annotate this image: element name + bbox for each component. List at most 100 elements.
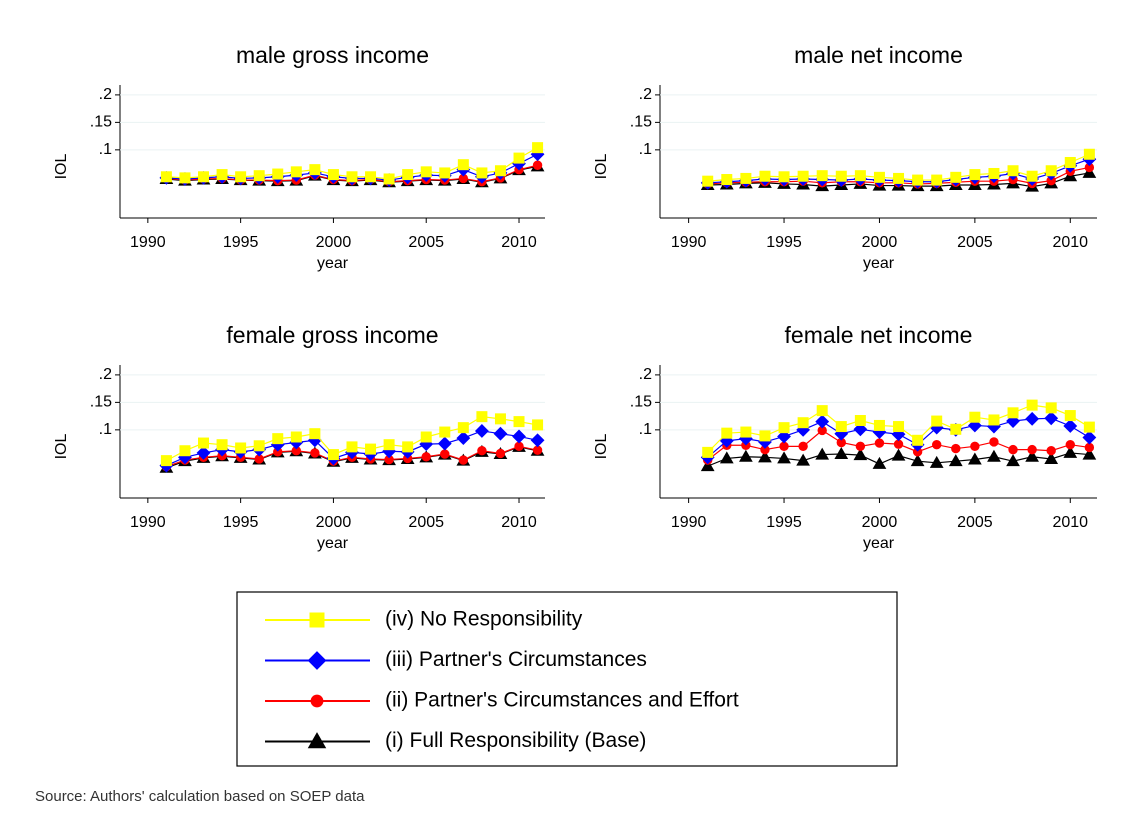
point [969, 169, 981, 181]
x-tick-label: 1995 [223, 514, 259, 531]
point [931, 174, 943, 186]
point [835, 421, 847, 433]
point [272, 168, 284, 180]
y-tick-label: .1 [639, 421, 652, 438]
point [512, 429, 526, 444]
point [1063, 445, 1078, 458]
point [778, 171, 790, 183]
point [440, 449, 450, 459]
x-tick-label: 2005 [408, 514, 444, 531]
point [951, 443, 961, 454]
point [721, 174, 733, 186]
point [739, 449, 753, 462]
point [855, 441, 866, 452]
point [253, 440, 265, 452]
point [777, 429, 791, 444]
point [457, 159, 469, 171]
point [988, 414, 1000, 426]
x-tick-label: 1990 [671, 514, 707, 531]
point [532, 160, 543, 170]
point [513, 152, 525, 164]
x-tick-label: 1995 [766, 234, 802, 251]
point [873, 171, 885, 183]
point [179, 172, 191, 184]
point [798, 441, 808, 452]
y-tick-label: .15 [90, 394, 112, 411]
point [1007, 165, 1019, 177]
chart-title: female net income [785, 322, 973, 348]
point [216, 169, 228, 181]
y-tick-label: .1 [639, 141, 652, 158]
point [476, 167, 488, 179]
point [758, 450, 772, 463]
point [421, 452, 431, 462]
y-tick-label: .15 [630, 114, 652, 131]
y-tick-label: .2 [639, 366, 652, 383]
point [494, 413, 506, 425]
point [420, 431, 432, 443]
point [327, 169, 339, 181]
point [1083, 148, 1095, 160]
point [346, 171, 358, 183]
point [1046, 446, 1056, 456]
point [740, 426, 752, 438]
y-tick-label: .2 [99, 366, 112, 383]
legend-marker [309, 612, 325, 628]
point [777, 451, 791, 464]
y-axis-title: IOL [53, 434, 70, 460]
point [532, 142, 544, 154]
point [290, 166, 302, 178]
point [196, 446, 211, 460]
point [970, 441, 980, 452]
point [456, 431, 471, 446]
point [1027, 444, 1037, 455]
x-tick-label: 2010 [501, 514, 537, 531]
point [474, 424, 489, 438]
x-tick-label: 2010 [501, 234, 537, 251]
point [160, 171, 172, 183]
x-tick-label: 2000 [862, 514, 898, 531]
point [198, 171, 210, 183]
x-tick-label: 1990 [130, 514, 166, 531]
point [987, 449, 1001, 462]
point [1026, 399, 1038, 411]
point [495, 448, 506, 459]
point [513, 416, 525, 428]
y-tick-label: .1 [99, 421, 112, 438]
point [854, 415, 866, 427]
x-tick-label: 1995 [766, 514, 802, 531]
y-axis-title: IOL [53, 154, 70, 180]
point [797, 170, 809, 182]
point [1082, 430, 1097, 445]
point [700, 459, 715, 472]
point [759, 430, 771, 442]
point [179, 445, 191, 457]
x-axis-title: year [317, 535, 349, 552]
point [740, 172, 752, 184]
point [365, 171, 377, 183]
point [458, 455, 469, 465]
y-axis-title: IOL [593, 434, 610, 460]
point [929, 455, 944, 468]
point [893, 172, 905, 184]
point [439, 426, 451, 438]
point [797, 417, 809, 429]
point [1025, 449, 1039, 462]
y-tick-label: .15 [630, 394, 652, 411]
x-tick-label: 2010 [1052, 234, 1088, 251]
legend-label: (iv) No Responsibility [385, 608, 583, 631]
point [402, 169, 414, 181]
point [989, 437, 999, 447]
x-axis-title: year [863, 255, 895, 272]
chart-title: female gross income [226, 322, 438, 348]
y-tick-label: .2 [99, 86, 112, 103]
point [1065, 439, 1075, 450]
point [457, 422, 469, 434]
point [383, 439, 395, 451]
point [494, 165, 506, 177]
point [1025, 411, 1040, 426]
point [1082, 447, 1097, 460]
point [1082, 165, 1097, 178]
point [1026, 170, 1038, 182]
